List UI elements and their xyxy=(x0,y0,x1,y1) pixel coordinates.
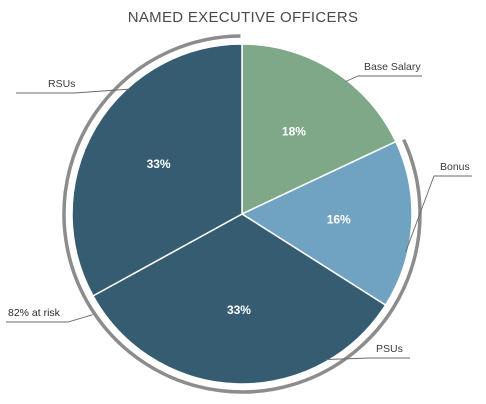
leader-line-rsus xyxy=(16,88,130,94)
data-label-psus: 33% xyxy=(227,303,251,317)
pie-slice-rsus xyxy=(71,43,243,297)
category-label-base-salary: Base Salary xyxy=(364,61,421,73)
chart-title: NAMED EXECUTIVE OFFICERS xyxy=(127,9,359,26)
category-label-bonus: Bonus xyxy=(440,161,470,173)
leader-line-bonus xyxy=(405,175,472,252)
category-label-rsus: RSUs xyxy=(48,78,75,90)
at-risk-leader-line xyxy=(6,314,93,323)
data-label-base-salary: 18% xyxy=(282,124,306,138)
data-label-bonus: 16% xyxy=(327,212,351,226)
leader-line-psus xyxy=(325,357,410,360)
data-label-rsus: 33% xyxy=(147,157,171,171)
at-risk-bracket xyxy=(62,34,422,394)
leader-line-base-salary xyxy=(345,75,422,83)
pie-slice-bonus xyxy=(240,140,413,307)
pie-slice-base-salary xyxy=(241,43,397,216)
at-risk-annotation: 82% at risk xyxy=(8,307,61,319)
category-label-psus: PSUs xyxy=(376,343,403,355)
